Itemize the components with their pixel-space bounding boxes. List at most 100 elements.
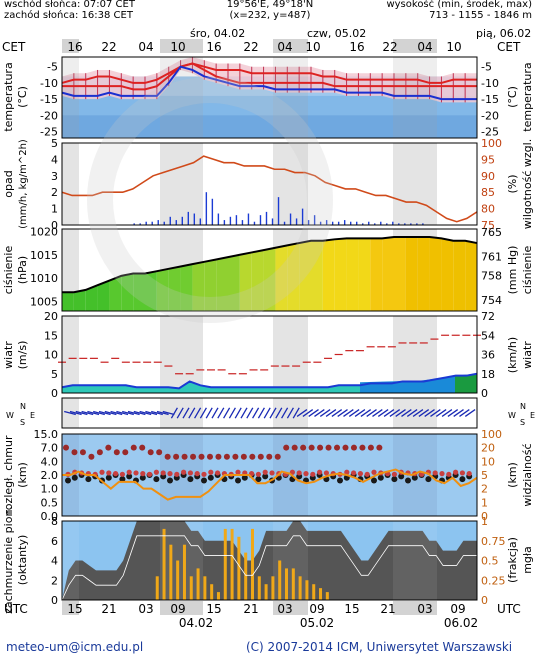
wind-ytick-left: 5 [51,368,58,381]
pressure-area-segment [180,264,193,311]
wind-direction-arrow [296,409,308,417]
top-hour-label: 16 [67,40,82,54]
fog-bar [196,568,200,600]
wind-direction-arrow [182,407,190,419]
altitude-label: wysokość (min, środek, max) [386,0,532,10]
winddir-n-left: N [20,402,26,411]
cloud-base-low-dot [65,477,71,484]
wind-direction-arrow [252,407,260,419]
vis-ytick-left: 4.0 [41,455,59,468]
fog-bar [298,576,302,600]
fog-bar [162,528,166,600]
wind-area-strong [360,373,477,393]
bottom-hour-label: 09 [450,602,465,616]
wind-direction-arrow [424,409,435,417]
humidity-ytick: 95 [481,153,495,166]
cloud-base-dot [156,449,163,456]
cloud-base-low-dot [241,474,248,481]
wind-ytick-right: 0 [481,387,488,400]
cloud-base-mid-dot [153,469,159,475]
cloud-base-low-dot [153,476,160,483]
cloud-base-dot [164,453,171,460]
wind-direction-arrow [286,407,294,419]
winddir-w-right: W [508,411,516,420]
wind-direction-arrow [133,410,146,416]
cloud-base-low-dot [255,476,262,483]
temp-ytick-right: -5 [481,61,492,74]
cloud-base-low-dot [167,477,173,484]
cloud-base-mid-dot [140,471,146,477]
cloud-left-label: zachmurzenie pion. [2,506,15,614]
cloud-base-dot [274,453,281,460]
cloud-base-mid-dot [181,469,187,475]
bottom-hour-label: 15 [344,602,359,616]
cloud-left-unit: (oktanty) [16,535,29,586]
cloud-base-low-dot [405,477,411,484]
top-hour-label: 16 [349,40,364,54]
cloud-base-dot [334,444,341,451]
fog-ytick-right: 0.75 [481,535,506,548]
pressure-area-segment [216,257,228,311]
night-band [393,601,437,615]
pressure-area-segment [382,236,394,311]
fog-bar [155,576,159,600]
humidity-line [61,155,478,223]
temp-left-unit: (°C) [16,86,29,108]
winddir-n-right: N [520,402,526,411]
coords-text: 19°56'E, 49°18'N [226,0,314,10]
vis-ytick-left: 7.0 [41,442,59,455]
cloud-base-low-dot [262,473,269,480]
wind-direction-arrow [98,410,111,416]
pressure-area-segment [204,259,217,311]
cloud-base-mid-dot [235,469,241,475]
wind-direction-arrow [389,409,401,417]
temp-right-unit: (°C) [506,86,519,108]
vis-ytick-right: 1 [481,496,488,509]
cloud-base-dot [308,444,315,451]
wind-ytick-right: 72 [481,310,495,323]
bottom-hour-label: 15 [206,602,221,616]
cloud-base-mid-dot [303,471,309,477]
cloud-ytick-left: 8 [51,515,58,528]
humidity-ytick: 75 [481,219,495,232]
pressure-area-segment [85,285,98,311]
cloud-base-dot [291,444,298,451]
temp-line-max [61,62,477,84]
wind-direction-arrow [194,407,202,419]
vis-ytick-left: 1.0 [41,483,59,496]
fog-bar [216,592,220,600]
footer-email[interactable]: meteo-um@icm.edu.pl [6,640,144,654]
pressure-area-segment [251,250,264,311]
night-band [62,601,79,615]
tz-left: CET [2,40,26,54]
utc-right: UTC [497,602,521,616]
cloud-base-dot [173,453,180,460]
wind-direction-arrow [395,409,406,417]
wind-ytick-right: 54 [481,329,495,342]
cloud-base-dot [71,449,78,456]
pressure-area-segment [334,238,347,311]
precip-ytick: 3 [51,170,58,183]
vis-ytick-left: 0.5 [41,496,59,509]
pressure-area-segment [287,243,300,311]
wind-direction-arrow [151,410,163,416]
bottom-hour-label: 09 [170,602,185,616]
vis-ytick-right: 0 [481,510,488,523]
cloud-base-mid-dot [113,471,119,477]
fog-bar [223,528,227,600]
temp-ytick-right: -25 [481,126,499,139]
top-hour-label: 04 [277,40,292,54]
cloud-base-dot [206,453,213,460]
pressure-area-segment [97,280,110,311]
pressure-ytick-right: 765 [481,226,502,239]
cloud-base-dot [283,444,290,451]
fog-bar [210,584,214,600]
wind-direction-arrow [464,409,476,417]
fog-bar [203,576,207,600]
cloud-base-mid-dot [459,470,465,476]
vis-ytick-right: 5 [481,469,488,482]
cloud-base-dot [130,444,137,451]
cloud-base-low-dot [425,476,432,483]
wind-direction-arrow [331,409,343,417]
cloud-base-dot [96,449,103,456]
